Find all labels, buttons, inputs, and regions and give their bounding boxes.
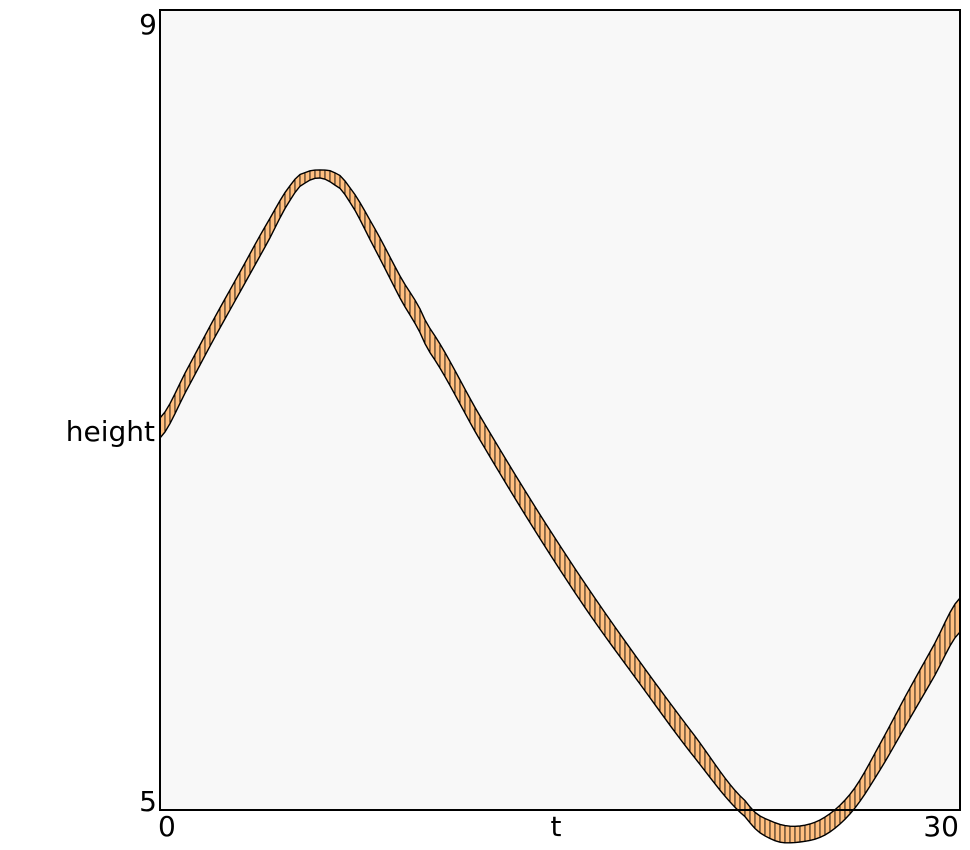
band-upper-edge <box>159 169 961 828</box>
band-cell <box>314 169 321 179</box>
y-axis-label: height <box>66 415 155 448</box>
band-cell <box>769 820 776 842</box>
x-axis-label: t <box>551 810 562 843</box>
band-cell <box>779 824 786 844</box>
band-cell <box>784 825 791 844</box>
band-cell <box>809 821 816 841</box>
y-tick-max: 9 <box>139 8 157 41</box>
plot-background <box>160 10 960 810</box>
band-layer <box>159 169 961 844</box>
plot-frame <box>159 9 961 811</box>
band-cell <box>804 823 811 842</box>
band-cell <box>789 825 796 844</box>
band-cell <box>799 824 806 843</box>
band-lower-edge <box>159 177 961 844</box>
x-tick-max: 30 <box>923 810 959 843</box>
band-cell <box>764 818 771 839</box>
band-cell <box>774 822 781 843</box>
x-tick-min: 0 <box>158 810 176 843</box>
band-cell <box>794 825 801 843</box>
y-tick-min: 5 <box>139 785 157 818</box>
band-cell <box>814 819 821 840</box>
